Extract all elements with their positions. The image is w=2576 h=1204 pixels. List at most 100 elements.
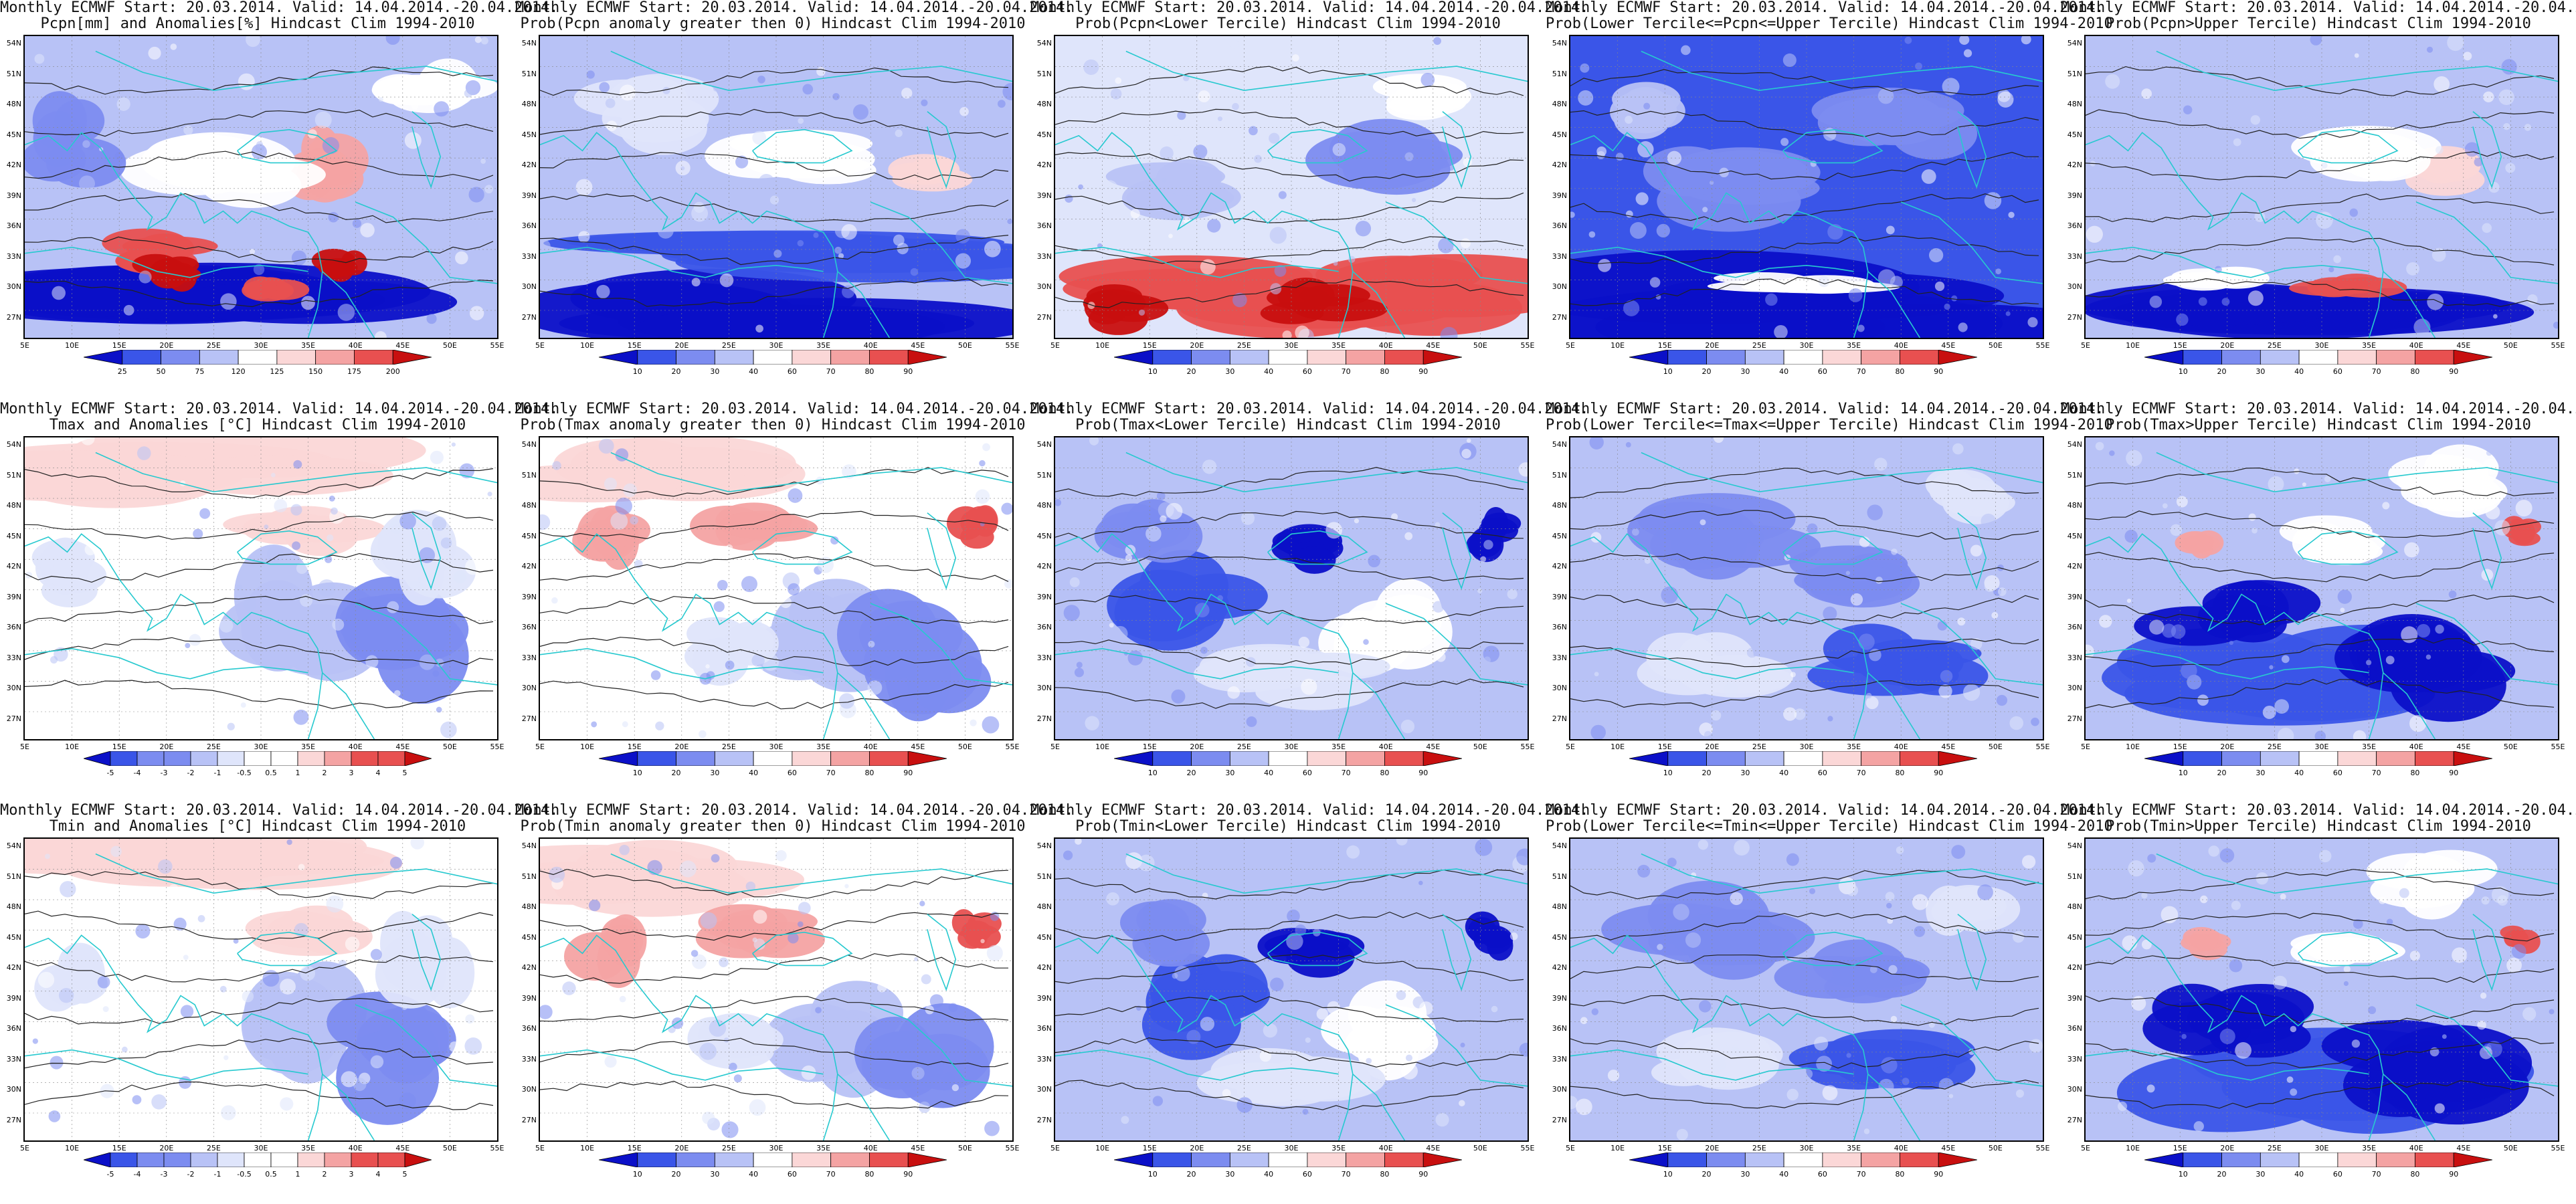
forecast-map[interactable] (1054, 436, 1529, 740)
shaded-speckle (1929, 247, 1944, 263)
longitude-label: 45E (395, 1144, 410, 1152)
forecast-map[interactable] (1569, 35, 2044, 339)
shaded-speckle (401, 1004, 407, 1011)
colorbar-tick-label: 90 (2449, 367, 2459, 376)
latitude-label: 36N (1552, 221, 1567, 231)
forecast-map[interactable] (539, 35, 1014, 339)
latitude-label: 36N (521, 623, 537, 632)
latitude-label: 30N (6, 1085, 21, 1094)
coastline (2415, 603, 2558, 686)
map-panel: Monthly ECMWF Start: 20.03.2014. Valid: … (1546, 803, 2113, 1204)
shaded-speckle (1433, 37, 1441, 45)
latitude-label: 36N (2067, 221, 2082, 231)
shaded-speckle (132, 589, 139, 596)
isoline (1055, 467, 1524, 497)
coastline (1125, 50, 1528, 92)
isoline (2086, 193, 2555, 223)
colorbar-swatch (2376, 751, 2415, 766)
shaded-speckle (1237, 845, 1255, 863)
shaded-speckle (1812, 866, 1822, 876)
shaded-speckle (311, 100, 320, 108)
isoline (540, 510, 1009, 540)
latitude-label: 27N (521, 1116, 537, 1124)
isoline (25, 595, 494, 625)
forecast-map[interactable] (2084, 837, 2559, 1142)
colorbar-swatch (792, 350, 832, 365)
shaded-speckle (717, 580, 728, 591)
coastline (870, 201, 1012, 284)
forecast-map[interactable] (1054, 35, 1529, 339)
coastline (2472, 512, 2502, 590)
shaded-speckle (243, 597, 257, 611)
shaded-speckle (867, 680, 883, 695)
latitude-label: 48N (1036, 100, 1052, 109)
shaded-speckle (1461, 448, 1471, 459)
latitude-label: 42N (2067, 562, 2082, 571)
forecast-map[interactable] (539, 436, 1014, 740)
shaded-speckle (469, 306, 484, 320)
shaded-speckle (844, 884, 849, 888)
shaded-speckle (1912, 894, 1928, 910)
forecast-map[interactable] (1569, 837, 2044, 1142)
shaded-region (1199, 643, 1339, 690)
forecast-map[interactable] (23, 436, 498, 740)
shaded-speckle (721, 1121, 739, 1138)
colorbar-tick-label: 175 (347, 367, 361, 376)
colorbar-swatch (1706, 1152, 1746, 1167)
shaded-speckle (955, 229, 970, 243)
shaded-speckle (755, 666, 763, 674)
shaded-region (1637, 493, 1796, 546)
shaded-speckle (2269, 665, 2274, 670)
forecast-map[interactable] (2084, 35, 2559, 339)
forecast-map[interactable] (23, 35, 498, 339)
latitude-label: 30N (1552, 684, 1567, 693)
forecast-map[interactable] (2084, 436, 2559, 740)
colorbar-tick-label: 20 (2217, 367, 2227, 376)
latitude-label: 42N (1552, 562, 1567, 571)
shaded-speckle (270, 472, 276, 478)
longitude-label: 50E (1473, 341, 1487, 350)
isoline (2086, 679, 2555, 708)
colorbar-swatch (1629, 751, 1669, 766)
shaded-speckle (797, 239, 804, 247)
shaded-speckle (2324, 476, 2331, 483)
forecast-map[interactable] (1569, 436, 2044, 740)
shaded-speckle (2248, 513, 2256, 521)
shaded-speckle (842, 285, 855, 298)
shaded-speckle (1970, 637, 1983, 650)
shaded-speckle (2482, 458, 2499, 475)
coastline (2156, 452, 2558, 493)
coastline (837, 672, 891, 739)
colorbar-tick-label: 20 (671, 367, 681, 376)
longitude-label: 20E (1705, 341, 1720, 350)
forecast-map[interactable] (1054, 837, 1529, 1142)
shaded-speckle (2013, 931, 2025, 943)
shaded-speckle (2416, 623, 2431, 638)
forecast-map[interactable] (539, 837, 1014, 1142)
latitude-label: 48N (1552, 501, 1567, 510)
shaded-speckle (877, 983, 887, 993)
longitude-label: 40E (2409, 341, 2423, 350)
isoline (1055, 108, 1524, 139)
shaded-speckle (542, 712, 551, 721)
isoline (25, 637, 494, 666)
shaded-speckle (329, 730, 333, 734)
colorbar-tick-label: 40 (1779, 769, 1789, 777)
shaded-speckle (2090, 635, 2096, 642)
longitude-label: 10E (2126, 341, 2140, 350)
forecast-map[interactable] (23, 837, 498, 1142)
colorbar-tick-label: 10 (632, 367, 642, 376)
shaded-speckle (610, 512, 628, 530)
shaded-speckle (2219, 1028, 2235, 1044)
shaded-speckle (552, 461, 561, 470)
colorbar-swatch (1706, 751, 1746, 766)
colorbar-tick-label: 0.5 (265, 769, 277, 777)
shaded-speckle (2008, 211, 2015, 218)
colorbar-swatch (1783, 350, 1823, 365)
shaded-speckle (220, 293, 237, 310)
coastline (540, 647, 824, 680)
colorbar-tick-label: 10 (2178, 1170, 2188, 1179)
longitude-label: 45E (395, 742, 410, 751)
shaded-speckle (929, 994, 944, 1008)
latitude-label: 45N (1036, 932, 1052, 942)
